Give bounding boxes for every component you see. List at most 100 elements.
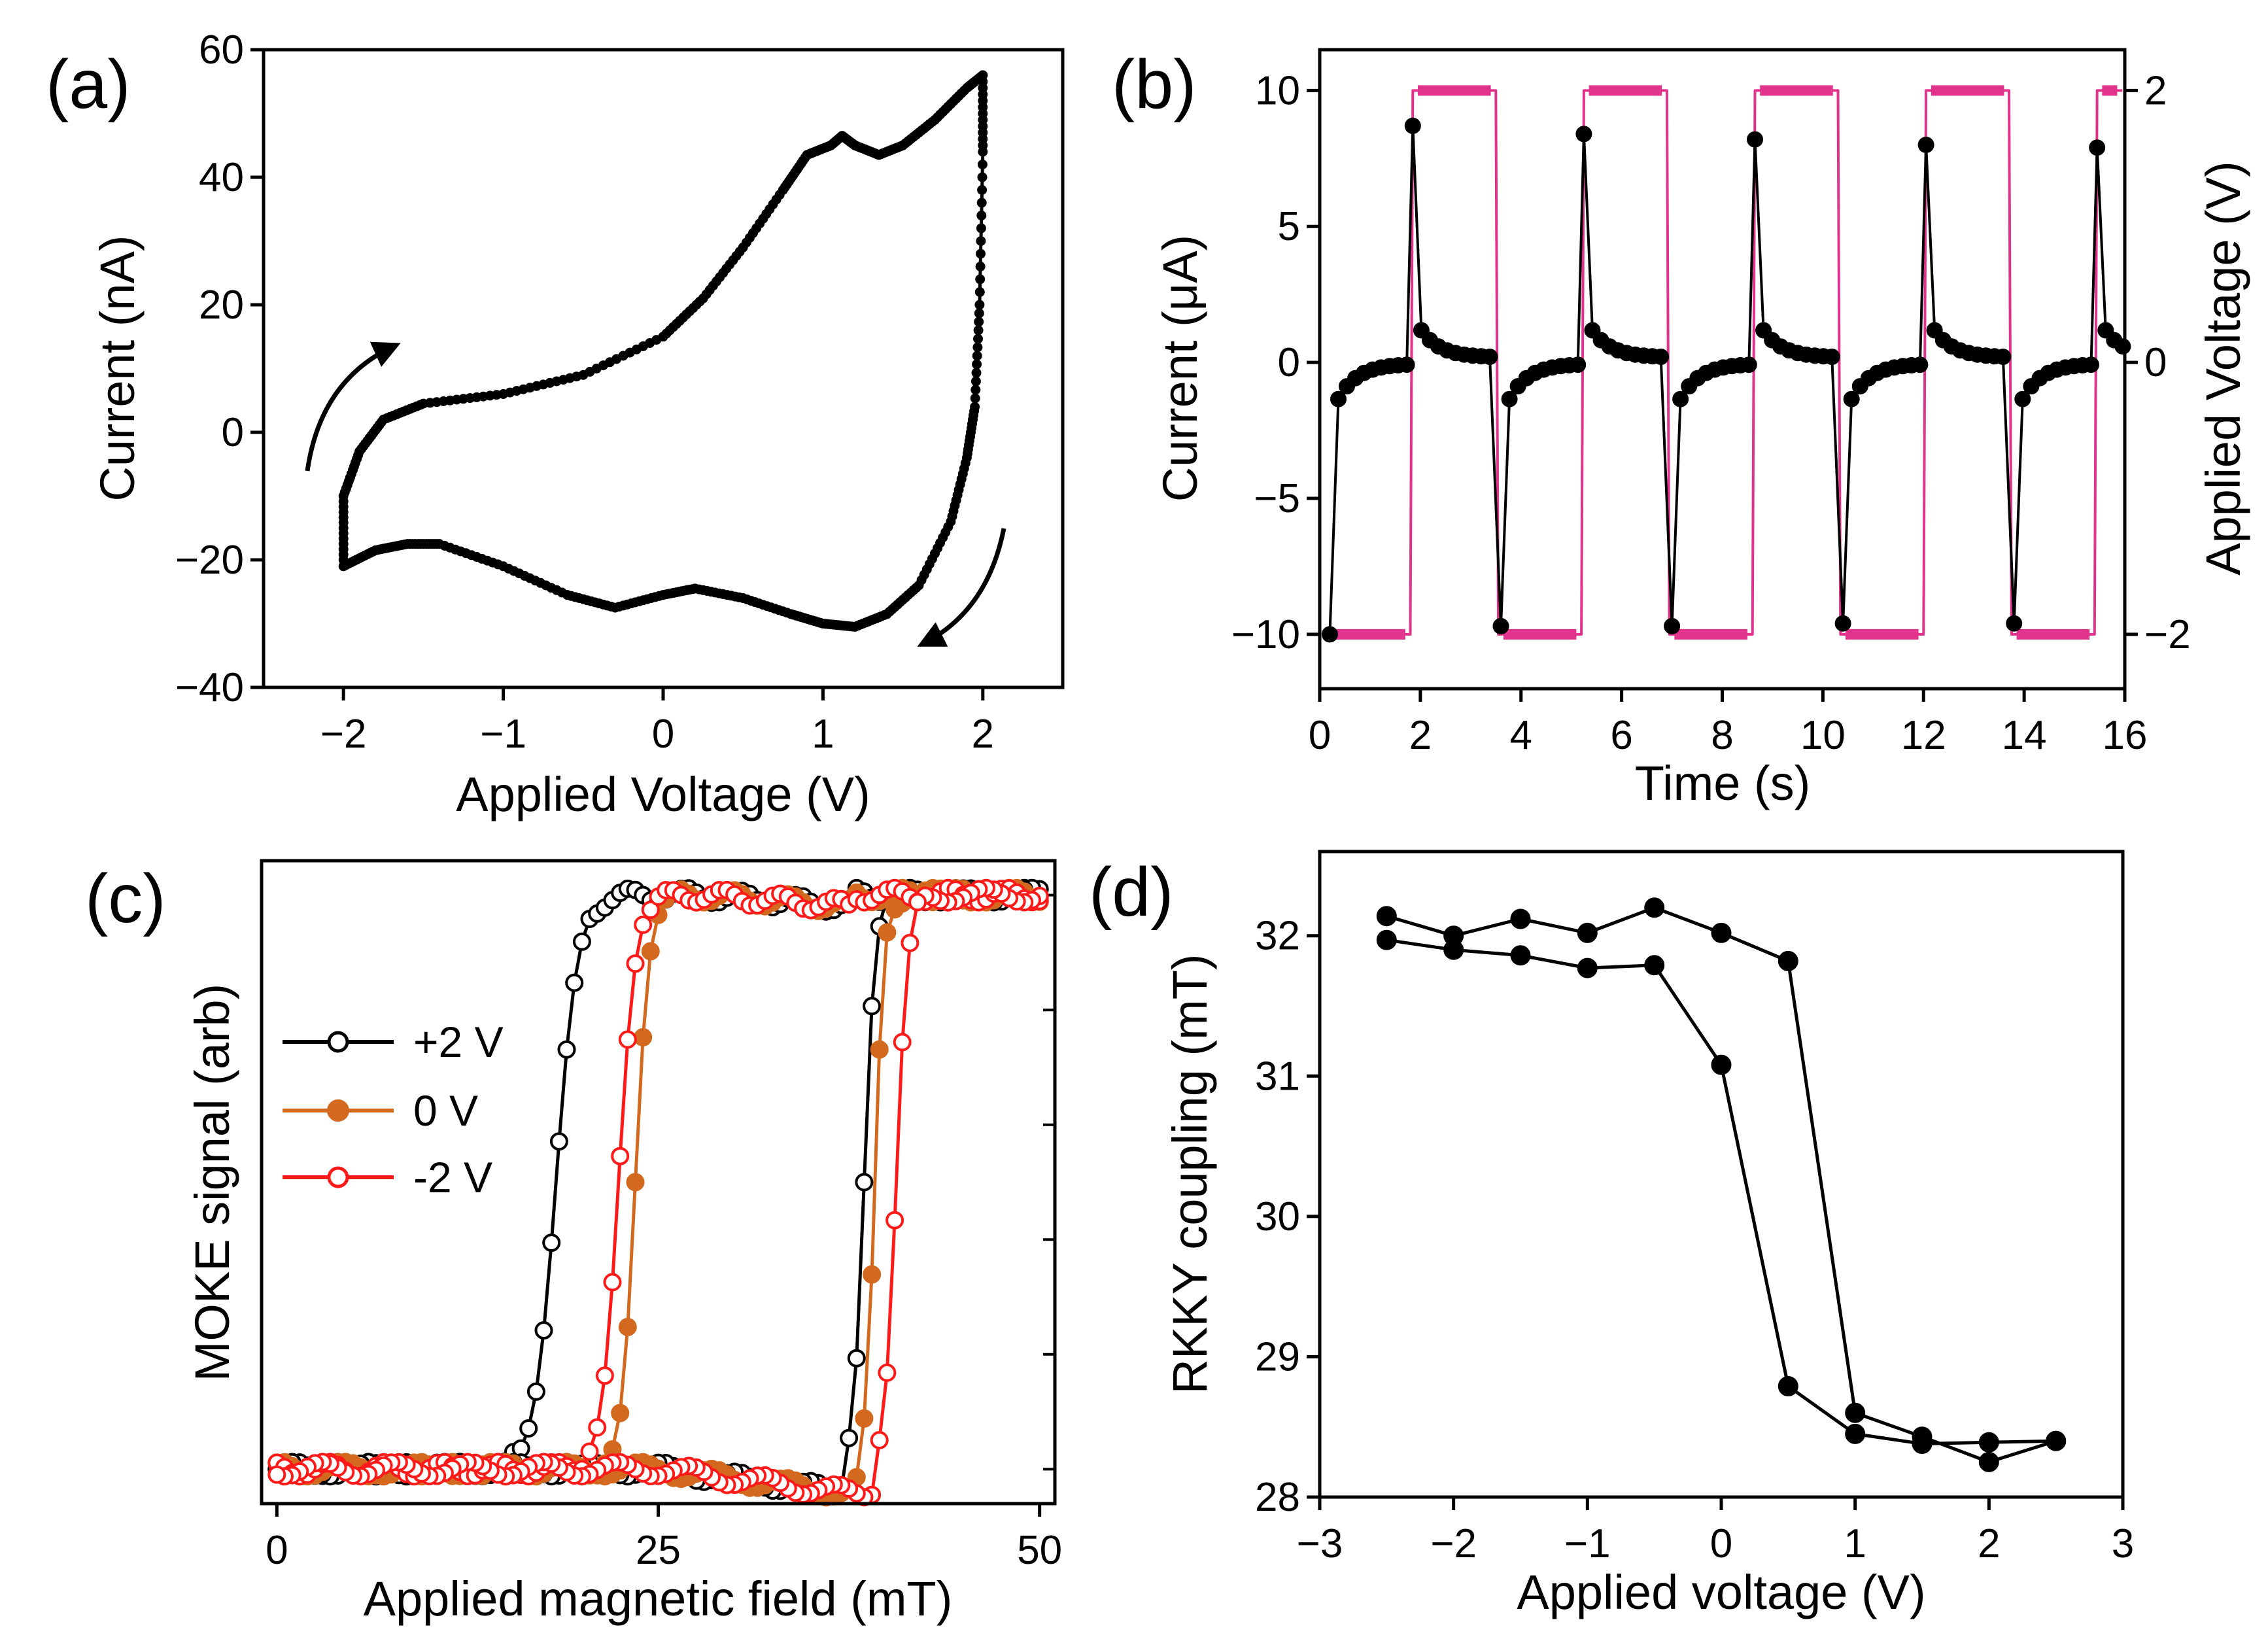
a-point-1-31 xyxy=(972,359,982,370)
b-current-point-30 xyxy=(1575,126,1592,143)
c-point-0-39 xyxy=(565,973,584,992)
c-point-2-122 xyxy=(870,1431,889,1449)
b-y-ticklabel-1: −5 xyxy=(1254,476,1300,521)
c-x-ticklabel-0: 0 xyxy=(266,1528,288,1573)
d-point-0-7 xyxy=(1845,1402,1866,1423)
d-x-ticklabel-6: 3 xyxy=(2112,1521,2134,1566)
c-series-line-2 xyxy=(276,886,1042,1499)
a-y-ticklabel-1: −20 xyxy=(175,538,244,583)
d-y-ticklabel-2: 30 xyxy=(1255,1194,1300,1239)
b-x-ticklabel-1: 2 xyxy=(1409,713,1432,758)
panel-a-plot: −2 −1 0 1 2 −40 −20 0 20 40 60 xyxy=(175,27,994,757)
c-point-2-201 xyxy=(267,1465,286,1484)
d-series-line-1 xyxy=(1386,938,2056,1445)
b-current-point-9 xyxy=(1398,356,1415,373)
d-point-0-2 xyxy=(1510,908,1531,929)
b-current-line xyxy=(1328,124,2124,634)
legend-label-minus2v: -2 V xyxy=(413,1153,492,1201)
b-current-point-39 xyxy=(1653,349,1670,365)
c-point-2-45 xyxy=(611,1147,630,1165)
panel-c-legend: +2 V 0 V -2 V xyxy=(283,1018,504,1201)
d-y-ticklabel-1: 29 xyxy=(1255,1334,1300,1379)
d-point-1-1 xyxy=(1443,939,1464,960)
c-point-0-126 xyxy=(840,1428,859,1447)
b-x-ticklabel-7: 14 xyxy=(2002,713,2047,758)
d-x-ticklabel-3: 0 xyxy=(1710,1521,1732,1566)
panel-b-plot: 0 2 4 6 8 10 12 14 16 −10 −5 0 5 10 −2 0 2 xyxy=(1231,68,2191,758)
a-point-1-29 xyxy=(972,342,983,353)
d-point-0-6 xyxy=(1778,950,1798,971)
panel-b-frame xyxy=(1318,48,2127,691)
panel-c-plot: 0 25 50 xyxy=(266,878,1062,1573)
d-point-1-9 xyxy=(1978,1432,1999,1453)
c-point-2-117 xyxy=(908,893,927,912)
c-series-line-0 xyxy=(275,886,1042,1494)
b-current-point-79 xyxy=(1995,349,2012,365)
c-point-1-47 xyxy=(626,1173,645,1192)
c-point-1-121 xyxy=(878,923,897,942)
c-x-ticklabel-2: 50 xyxy=(1017,1528,1062,1573)
panel-d-xlabel: Applied voltage (V) xyxy=(1517,1565,1925,1619)
b-current-point-19 xyxy=(1481,349,1498,365)
d-point-1-5 xyxy=(1711,1054,1732,1075)
b-current-point-49 xyxy=(1740,356,1757,373)
c-point-1-122 xyxy=(870,1040,889,1059)
b-current-point-90 xyxy=(2089,139,2106,156)
panel-a-arrow-down xyxy=(917,528,1006,647)
b-x-ticklabel-0: 0 xyxy=(1309,713,1331,758)
panel-d-plot: −3 −2 −1 0 1 2 3 28 29 30 31 32 xyxy=(1255,897,2134,1566)
d-point-0-9 xyxy=(1978,1451,1999,1472)
a-y-ticklabel-4: 40 xyxy=(199,155,244,200)
a-point-1-17 xyxy=(976,211,987,220)
a-point-1-13 xyxy=(977,160,988,169)
b-y-ticklabel-3: 5 xyxy=(1278,204,1300,249)
c-point-0-123 xyxy=(863,997,882,1016)
a-point-1-35 xyxy=(970,393,980,404)
a-point-1-240 xyxy=(338,561,349,572)
d-point-0-5 xyxy=(1711,922,1732,943)
c-point-2-119 xyxy=(893,1033,912,1052)
c-point-0-35 xyxy=(534,1321,553,1340)
a-point-1-24 xyxy=(974,300,985,310)
d-point-1-10 xyxy=(2046,1430,2067,1451)
b-current-point-61 xyxy=(1843,390,1860,407)
b-current-point-50 xyxy=(1747,131,1763,148)
b-y-ticklabel-2: 0 xyxy=(1278,340,1300,385)
b-current-point-41 xyxy=(1672,390,1689,407)
b-y2-ticklabel-1: 0 xyxy=(2144,340,2167,385)
panel-b-y2label: Applied Voltage (V) xyxy=(2196,161,2250,576)
c-series-line-1 xyxy=(276,886,1042,1499)
a-y-ticklabel-5: 60 xyxy=(199,27,244,73)
a-point-1-28 xyxy=(973,334,983,344)
panel-a-frame xyxy=(262,48,1065,689)
panel-d-frame xyxy=(1318,850,2125,1499)
c-point-2-47 xyxy=(626,954,645,973)
a-point-1-15 xyxy=(977,185,988,195)
panel-c-ylabel: MOKE signal (arb) xyxy=(185,984,239,1382)
d-y-ticklabel-0: 28 xyxy=(1255,1475,1300,1520)
d-point-1-2 xyxy=(1510,945,1531,966)
a-point-1-25 xyxy=(974,308,984,319)
b-x-ticklabel-3: 6 xyxy=(1610,713,1632,758)
panel-a-arrow-up xyxy=(305,341,401,472)
panel-d-label: (d) xyxy=(1089,854,1174,931)
c-point-2-49 xyxy=(641,901,660,920)
c-point-2-44 xyxy=(603,1273,622,1292)
a-point-1-18 xyxy=(976,223,986,233)
c-point-2-41 xyxy=(580,1442,599,1461)
b-current-point-80 xyxy=(2006,615,2023,632)
c-point-1-123 xyxy=(863,1265,882,1284)
d-x-ticklabel-0: −3 xyxy=(1297,1521,1343,1566)
panel-a-label: (a) xyxy=(46,46,131,123)
a-y-ticklabel-3: 20 xyxy=(199,283,244,328)
a-x-ticklabel-0: −2 xyxy=(320,712,367,757)
b-current-point-29 xyxy=(1570,356,1587,373)
b-current-point-1 xyxy=(1330,390,1347,407)
a-point-1-23 xyxy=(974,287,985,297)
a-x-ticklabel-2: 0 xyxy=(652,712,674,757)
legend-item-minus2v: -2 V xyxy=(283,1153,492,1201)
c-point-0-40 xyxy=(572,932,591,951)
a-x-ticklabel-4: 2 xyxy=(972,712,994,757)
